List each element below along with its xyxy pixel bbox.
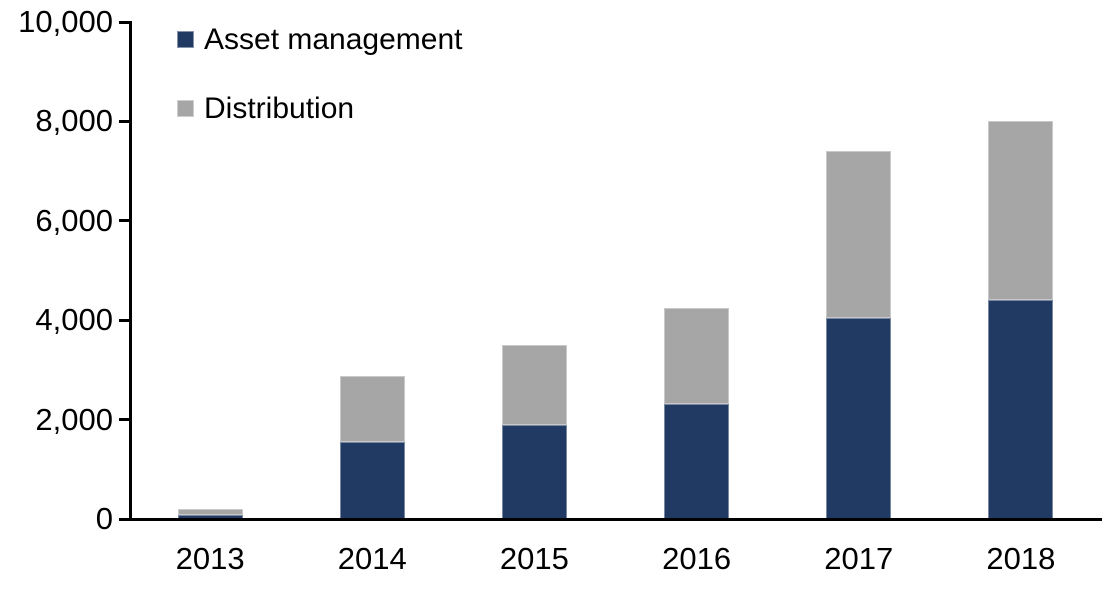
bar-segment-asset-management — [177, 514, 243, 519]
bar-segment-asset-management — [339, 442, 405, 519]
bar-stack-2016 — [664, 307, 730, 519]
y-tick-label: 0 — [95, 501, 113, 536]
legend-swatch-distribution — [177, 100, 194, 117]
y-tick — [119, 418, 130, 422]
bar-segment-distribution — [501, 345, 567, 425]
x-tick-label-2015: 2015 — [499, 541, 569, 576]
x-tick-label-2013: 2013 — [175, 541, 245, 576]
y-tick-label: 8,000 — [35, 103, 113, 139]
x-tick-label-2014: 2014 — [337, 541, 407, 576]
legend: Asset management Distribution — [177, 21, 462, 127]
bar-stack-2013 — [177, 509, 243, 519]
legend-item-distribution: Distribution — [177, 90, 462, 127]
y-tick — [119, 20, 130, 24]
y-tick — [119, 119, 130, 123]
legend-swatch-asset-management — [177, 31, 194, 48]
bar-segment-distribution — [339, 376, 405, 442]
legend-label-asset-management: Asset management — [204, 23, 463, 56]
legend-item-asset-management: Asset management — [177, 21, 462, 58]
legend-label-distribution: Distribution — [204, 92, 355, 125]
bar-stack-2018 — [988, 121, 1054, 519]
x-axis-line — [129, 518, 1102, 521]
bar-segment-distribution — [988, 121, 1054, 301]
y-tick — [119, 318, 130, 322]
y-tick — [119, 219, 130, 223]
bar-stack-2017 — [826, 151, 892, 519]
bar-segment-asset-management — [826, 317, 892, 519]
bar-segment-asset-management — [664, 404, 730, 519]
y-tick — [119, 517, 130, 521]
y-tick-label: 4,000 — [35, 302, 113, 338]
y-axis-line — [129, 21, 132, 521]
x-tick-label-2018: 2018 — [986, 541, 1056, 576]
bar-segment-distribution — [826, 151, 892, 318]
bar-segment-distribution — [177, 509, 243, 515]
bar-segment-asset-management — [988, 300, 1054, 519]
y-tick-label: 2,000 — [35, 401, 113, 437]
x-tick-label-2017: 2017 — [824, 541, 894, 576]
bar-segment-asset-management — [501, 424, 567, 519]
bar-stack-2014 — [339, 376, 405, 519]
y-tick-label: 10,000 — [18, 4, 113, 39]
bar-segment-distribution — [664, 307, 730, 405]
y-tick-label: 6,000 — [35, 202, 113, 238]
x-tick-label-2016: 2016 — [662, 541, 732, 576]
bar-stack-2015 — [501, 345, 567, 519]
